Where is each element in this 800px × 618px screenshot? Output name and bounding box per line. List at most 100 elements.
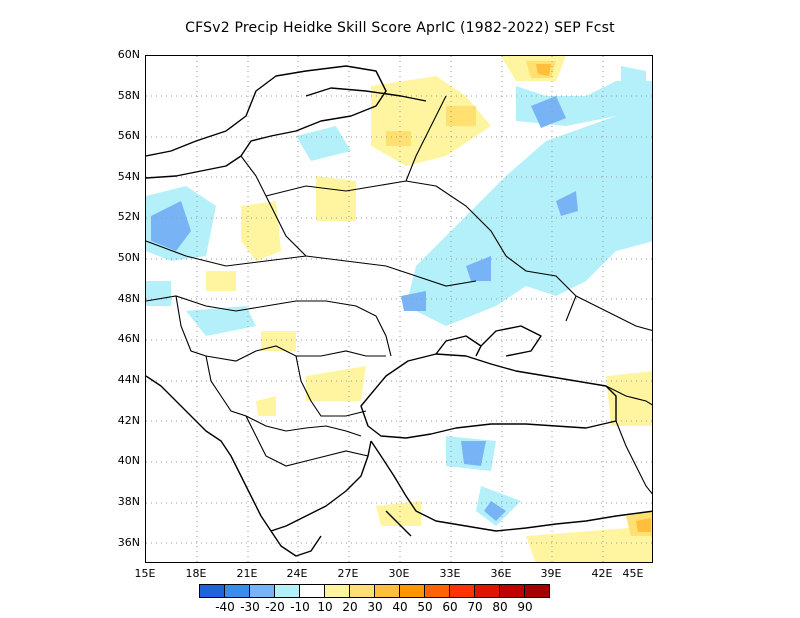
lon-label: 42E bbox=[591, 567, 613, 580]
skill-region bbox=[186, 306, 256, 336]
border bbox=[295, 355, 367, 417]
skill-region bbox=[386, 131, 411, 146]
skill-region bbox=[401, 291, 426, 311]
lat-label: 42N bbox=[117, 414, 140, 427]
colorbar-tick-label: -10 bbox=[290, 600, 310, 614]
skill-region bbox=[151, 201, 191, 251]
skill-region bbox=[316, 176, 356, 221]
skill-region bbox=[461, 441, 486, 466]
skill-region bbox=[306, 366, 366, 401]
lon-label: 21E bbox=[236, 567, 258, 580]
colorbar-tick-label: 90 bbox=[517, 600, 533, 614]
skill-region bbox=[406, 116, 652, 326]
colorbar-tick-label: -40 bbox=[215, 600, 235, 614]
skill-positive-high bbox=[536, 64, 651, 532]
azov-coast bbox=[480, 325, 542, 357]
border bbox=[575, 295, 652, 332]
border bbox=[435, 185, 577, 322]
lat-label: 46N bbox=[117, 332, 140, 345]
lat-label: 36N bbox=[117, 536, 140, 549]
border bbox=[175, 295, 207, 357]
country-borders bbox=[146, 95, 652, 495]
skill-region bbox=[376, 501, 421, 526]
skill-region bbox=[296, 126, 351, 161]
map-title: CFSv2 Precip Heidke Skill Score AprIC (1… bbox=[185, 20, 615, 36]
lat-label: 56N bbox=[117, 129, 140, 142]
crimea-coast bbox=[435, 335, 482, 357]
colorbar-swatch bbox=[299, 584, 325, 598]
skill-region bbox=[241, 201, 281, 261]
colorbar-tick-label: 50 bbox=[417, 600, 433, 614]
skill-region bbox=[606, 371, 652, 426]
lat-label: 38N bbox=[117, 495, 140, 508]
lat-label: 44N bbox=[117, 373, 140, 386]
colorbar-tick-label: 60 bbox=[442, 600, 458, 614]
balkan-coast bbox=[146, 375, 372, 532]
skill-region bbox=[206, 271, 236, 291]
lon-label: 33E bbox=[439, 567, 461, 580]
border bbox=[146, 295, 392, 357]
colorbar-tick-label: -30 bbox=[240, 600, 260, 614]
lat-label: 52N bbox=[117, 210, 140, 223]
lat-label: 58N bbox=[117, 89, 140, 102]
skill-region bbox=[636, 518, 651, 532]
black-sea-coast bbox=[360, 353, 617, 439]
lon-label: 45E bbox=[622, 567, 644, 580]
colorbar-swatch bbox=[499, 584, 525, 598]
colorbar-swatch bbox=[424, 584, 450, 598]
colorbar-tick-label: 70 bbox=[467, 600, 483, 614]
colorbar-swatch bbox=[524, 584, 550, 598]
colorbar-swatch bbox=[449, 584, 475, 598]
skill-region bbox=[261, 331, 296, 351]
border bbox=[265, 180, 437, 197]
colorbar-swatch bbox=[349, 584, 375, 598]
border bbox=[205, 355, 257, 437]
lon-label: 24E bbox=[286, 567, 308, 580]
colorbar-tick-label: 80 bbox=[492, 600, 508, 614]
coastlines bbox=[146, 65, 652, 557]
skill-region bbox=[446, 106, 476, 126]
skill-region bbox=[484, 501, 506, 521]
skill-region bbox=[146, 281, 171, 306]
map-plot-area bbox=[145, 55, 653, 563]
lat-label: 40N bbox=[117, 454, 140, 467]
skill-region bbox=[556, 191, 578, 216]
border bbox=[605, 385, 652, 406]
border bbox=[245, 415, 362, 437]
greece-coast bbox=[270, 530, 322, 557]
border bbox=[240, 155, 307, 257]
lat-label: 48N bbox=[117, 292, 140, 305]
lon-label: 39E bbox=[540, 567, 562, 580]
skill-negative-mid bbox=[151, 96, 578, 521]
lat-label: 54N bbox=[117, 170, 140, 183]
colorbar-tick-label: 30 bbox=[367, 600, 383, 614]
border bbox=[255, 435, 369, 467]
colorbar-tick-label: 10 bbox=[317, 600, 333, 614]
colorbar-swatch bbox=[274, 584, 300, 598]
lon-label: 36E bbox=[490, 567, 512, 580]
colorbar-swatch bbox=[399, 584, 425, 598]
colorbar-tick-label: 20 bbox=[342, 600, 358, 614]
aegean-coast bbox=[385, 510, 412, 537]
colorbar-swatch bbox=[474, 584, 500, 598]
lat-label: 60N bbox=[117, 48, 140, 61]
baltic-coast bbox=[146, 65, 387, 179]
colorbar-tick-label: -20 bbox=[265, 600, 285, 614]
border bbox=[146, 240, 477, 287]
colorbar-swatch bbox=[374, 584, 400, 598]
lon-label: 18E bbox=[185, 567, 207, 580]
finland-gulf-coast bbox=[305, 87, 427, 102]
skill-region bbox=[531, 96, 566, 128]
skill-region bbox=[621, 66, 646, 91]
lon-label: 27E bbox=[337, 567, 359, 580]
skill-region bbox=[536, 64, 551, 76]
lat-label: 50N bbox=[117, 251, 140, 264]
turkey-coast bbox=[370, 440, 652, 532]
skill-region bbox=[526, 526, 652, 562]
border bbox=[615, 420, 652, 495]
colorbar-tick-label: 40 bbox=[392, 600, 408, 614]
colorbar-swatch bbox=[324, 584, 350, 598]
skill-region bbox=[256, 396, 276, 416]
lon-label: 15E bbox=[134, 567, 156, 580]
colorbar-swatch bbox=[224, 584, 250, 598]
